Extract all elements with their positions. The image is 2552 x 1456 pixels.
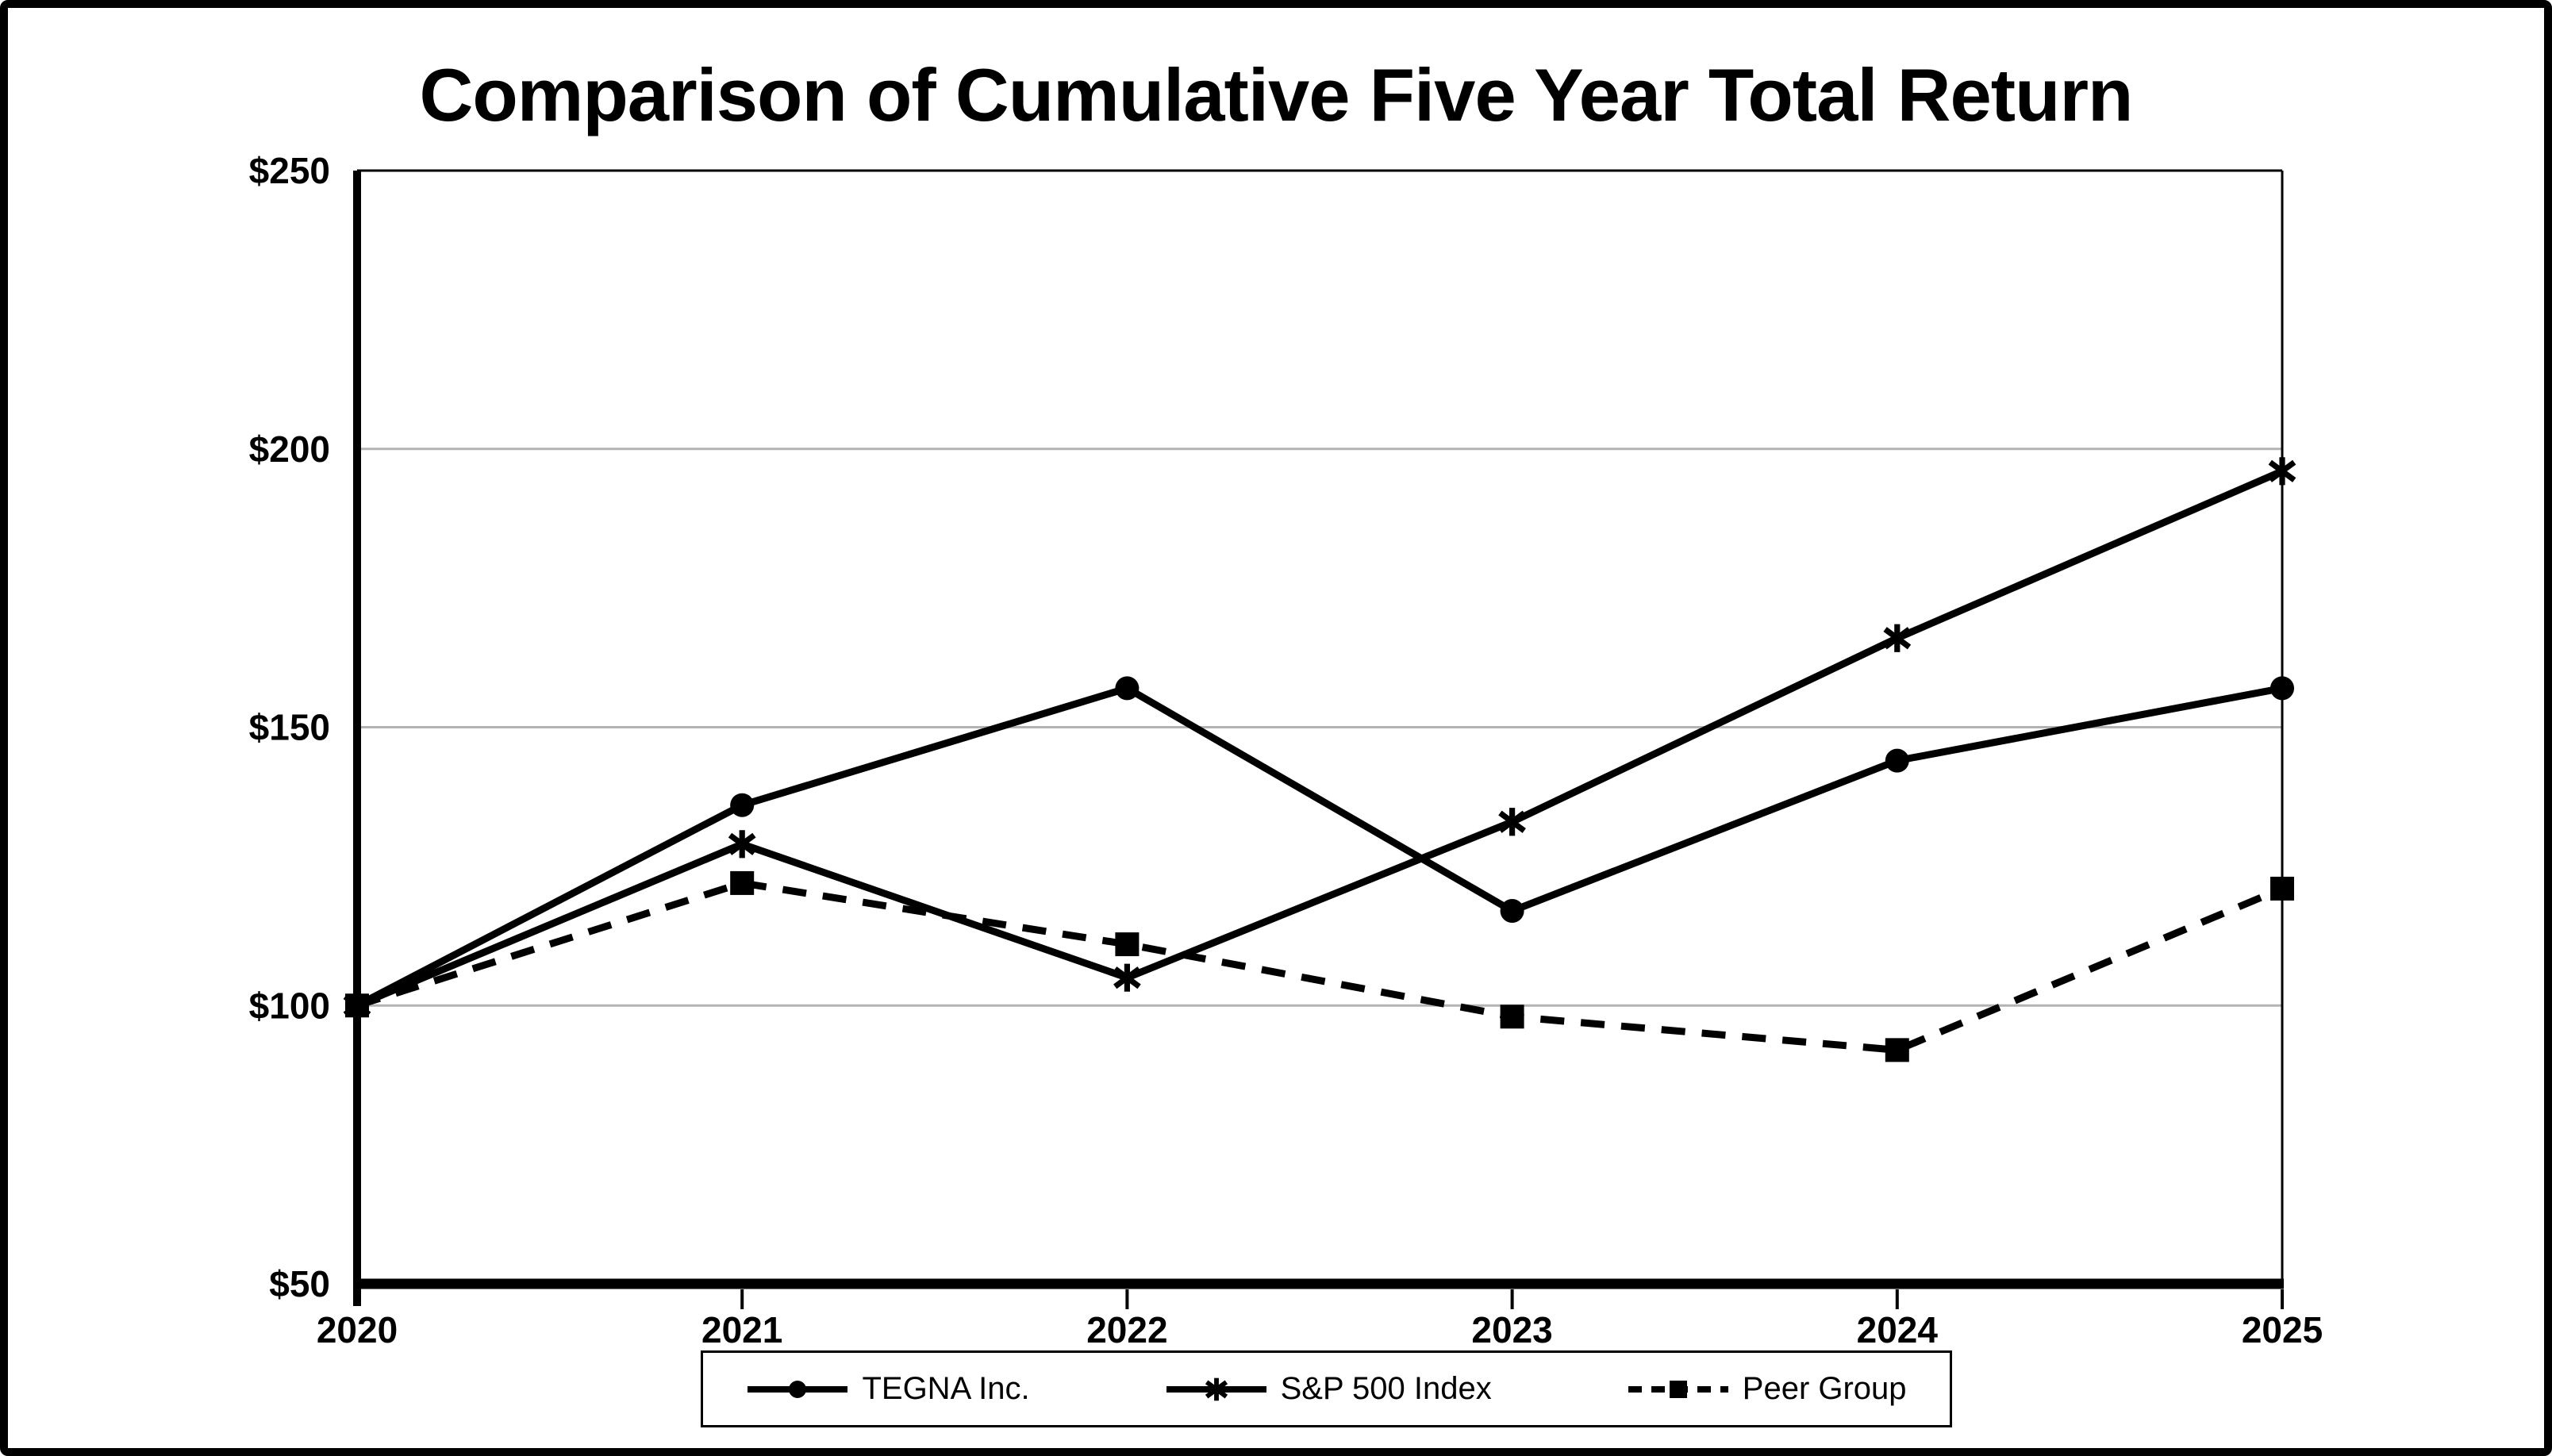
legend-item-peer-group: Peer Group: [1627, 1370, 1907, 1409]
legend-label: S&P 500 Index: [1280, 1371, 1492, 1406]
x-tick-label-2021: 2021: [701, 1309, 782, 1350]
y-tick-label-250: $250: [249, 150, 330, 191]
marker-square-peer-group-2023: [1500, 1005, 1524, 1029]
legend-item-tegna-inc: TEGNA Inc.: [746, 1370, 1030, 1409]
marker-circle-tegna-inc-2025: [2270, 676, 2294, 701]
series-s-p-500-index: [343, 457, 2296, 1020]
marker-square-peer-group-2024: [1885, 1038, 1909, 1062]
legend-circle-sample-icon: [748, 1380, 848, 1398]
legend-marker-asterisk-icon: [1205, 1377, 1228, 1400]
marker-circle-tegna-inc-2023: [1500, 898, 1524, 923]
legend-asterisk-sample-icon: [1166, 1377, 1266, 1400]
legend-marker-square-icon: [1669, 1380, 1687, 1398]
x-tick-label-2023: 2023: [1471, 1309, 1552, 1350]
marker-circle-tegna-inc-2021: [730, 793, 755, 817]
y-tick-label-100: $100: [249, 985, 330, 1026]
legend-square-sample-icon: [1628, 1380, 1728, 1398]
marker-asterisk-s-p-500-index-2025: [2268, 457, 2296, 486]
legend: TEGNA Inc. S&P 500 Index Peer Group: [701, 1350, 1952, 1427]
legend-label: Peer Group: [1742, 1371, 1907, 1406]
series-tegna-inc: [345, 676, 2294, 1018]
series-line-tegna-inc: [355, 684, 2283, 1009]
marker-asterisk-s-p-500-index-2024: [1883, 624, 1912, 652]
legend-label: TEGNA Inc.: [862, 1371, 1030, 1406]
legend-marker-circle-icon: [789, 1380, 807, 1398]
series-line-s-p-500-index: [356, 467, 2284, 1009]
chart-title: Comparison of Cumulative Five Year Total…: [419, 53, 2134, 136]
y-tick-label-50: $50: [269, 1263, 330, 1304]
y-tick-label-150: $150: [249, 707, 330, 748]
marker-circle-tegna-inc-2022: [1115, 676, 1140, 701]
marker-asterisk-s-p-500-index-2023: [1498, 808, 1526, 836]
marker-square-peer-group-2022: [1115, 932, 1140, 957]
marker-square-peer-group-2025: [2270, 876, 2294, 901]
marker-square-peer-group-2020: [345, 993, 369, 1018]
series-line-peer-group: [356, 879, 2284, 1054]
y-tick-label-200: $200: [249, 428, 330, 470]
legend-item-s-p-500-index: S&P 500 Index: [1165, 1370, 1492, 1409]
marker-asterisk-s-p-500-index-2022: [1113, 963, 1141, 992]
series-peer-group: [345, 870, 2294, 1062]
marker-circle-tegna-inc-2024: [1885, 748, 1909, 773]
x-tick-label-2020: 2020: [317, 1309, 398, 1350]
x-tick-label-2025: 2025: [2242, 1309, 2323, 1350]
x-tick-label-2022: 2022: [1086, 1309, 1167, 1350]
marker-asterisk-s-p-500-index-2021: [728, 830, 756, 859]
x-tick-label-2024: 2024: [1857, 1309, 1939, 1350]
marker-square-peer-group-2021: [730, 870, 755, 895]
